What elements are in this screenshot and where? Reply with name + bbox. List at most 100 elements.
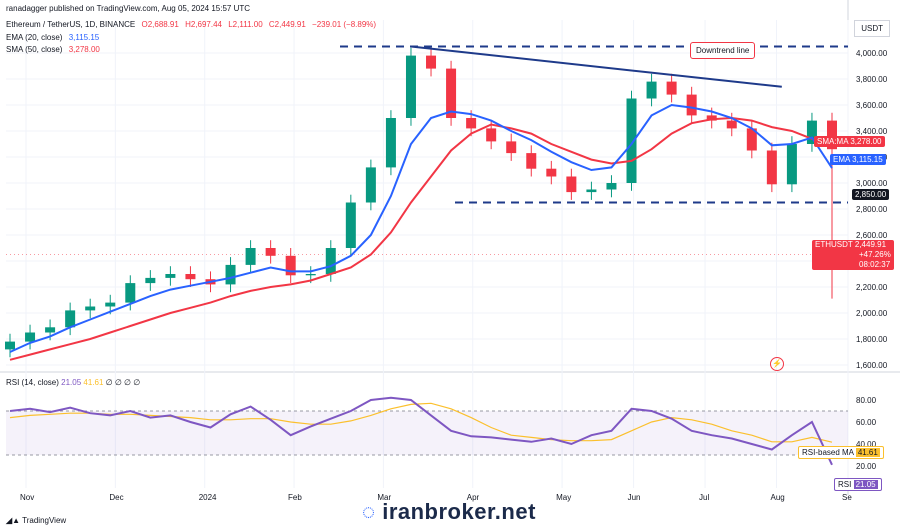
lightning-icon[interactable]: ⚡ bbox=[770, 357, 784, 371]
time-tick-label: Jul bbox=[699, 493, 709, 502]
low-value: L2,111.00 bbox=[228, 20, 263, 29]
rsi-line bbox=[9, 396, 833, 466]
candle bbox=[385, 118, 396, 168]
rsi-tick-label: 20.00 bbox=[856, 462, 877, 471]
rsi-ma-tag-value: 41.61 bbox=[855, 448, 880, 457]
candle bbox=[145, 277, 156, 284]
candle bbox=[85, 306, 96, 311]
candle bbox=[405, 55, 416, 118]
price-tick-label: 2,000.00 bbox=[856, 309, 888, 318]
rsi-tick-label: 40.00 bbox=[856, 440, 877, 449]
candle bbox=[646, 81, 657, 99]
candle bbox=[265, 248, 276, 256]
downtrend-annotation: Downtrend line bbox=[690, 42, 756, 59]
sma-legend[interactable]: SMA (50, close) 3,278.00 bbox=[6, 45, 104, 55]
tradingview-brand-text: TradingView bbox=[22, 516, 67, 525]
candle bbox=[666, 81, 677, 95]
sma-tag-label: SMA:MA bbox=[817, 137, 849, 146]
time-tick-label: Feb bbox=[288, 493, 302, 502]
currency-button[interactable]: USDT bbox=[854, 20, 890, 37]
time-tick-label: Nov bbox=[20, 493, 34, 502]
publisher-line: ranadagger published on TradingView.com,… bbox=[6, 4, 254, 14]
last-price-tag: ETHUSDT 2,449.91 +47.26% 08:02:37 bbox=[812, 240, 894, 270]
time-tick-label: Dec bbox=[109, 493, 123, 502]
support-price-tag: 2,850.00 bbox=[852, 189, 890, 200]
rsi-legend-label: RSI (14, close) bbox=[6, 378, 59, 387]
last-tag-timer: 08:02:37 bbox=[859, 260, 891, 269]
rsi-tag: RSI 21.05 bbox=[834, 478, 882, 491]
candle bbox=[45, 327, 56, 333]
publisher-text: ranadagger published on TradingView.com,… bbox=[6, 4, 251, 13]
rsi-tick-label: 60.00 bbox=[856, 418, 877, 427]
candle bbox=[827, 120, 837, 150]
candle bbox=[546, 168, 557, 177]
tradingview-brand[interactable]: ◢▲ TradingView bbox=[6, 516, 66, 525]
time-tick-label: Se bbox=[842, 493, 852, 502]
ema-legend-value: 3,115.15 bbox=[68, 33, 100, 42]
sma-tag-value: 3,278.00 bbox=[850, 137, 882, 146]
candle bbox=[586, 189, 597, 193]
candle bbox=[225, 264, 236, 285]
time-tick-label: Aug bbox=[771, 493, 785, 502]
candle bbox=[606, 183, 617, 190]
rsi-tag-value: 21.05 bbox=[853, 480, 878, 489]
candle bbox=[786, 144, 797, 185]
horizontal-levels bbox=[6, 45, 848, 255]
sma-legend-value: 3,278.00 bbox=[68, 45, 100, 54]
time-axis: Nov Dec 2024 Feb Mar Apr May Jun Jul Aug Se bbox=[20, 493, 852, 502]
candle bbox=[526, 153, 537, 169]
rsi-legend[interactable]: RSI (14, close) 21.05 41.61 ∅ ∅ ∅ ∅ bbox=[6, 378, 140, 387]
last-tag-pct: +47.26% bbox=[859, 250, 891, 259]
ema-legend-label: EMA (20, close) bbox=[6, 33, 63, 42]
watermark: ◌ iranbroker.net bbox=[362, 499, 536, 525]
candle bbox=[466, 118, 477, 129]
candle bbox=[446, 68, 457, 118]
symbol-title: Ethereum / TetherUS, 1D, BINANCE bbox=[6, 20, 136, 29]
tradingview-logo-icon: ◢▲ bbox=[6, 516, 21, 525]
price-tick-label: 2,600.00 bbox=[856, 231, 888, 240]
sma-price-tag: SMA:MA 3,278.00 bbox=[814, 136, 885, 147]
time-tick-label: Jun bbox=[628, 493, 641, 502]
ema-tag-value: 3,115.15 bbox=[852, 155, 883, 164]
time-tick-label: Mar bbox=[377, 493, 391, 502]
rsi-band-fill bbox=[6, 411, 848, 455]
ohlc-line: Ethereum / TetherUS, 1D, BINANCE O2,688.… bbox=[6, 20, 380, 30]
ema-price-tag: EMA 3,115.15 bbox=[830, 154, 886, 165]
price-tick-label: 3,000.00 bbox=[856, 179, 888, 188]
candle bbox=[486, 128, 497, 142]
candle bbox=[806, 120, 817, 144]
close-value: C2,449.91 bbox=[268, 20, 306, 29]
sma-legend-label: SMA (50, close) bbox=[6, 45, 63, 54]
candle bbox=[706, 115, 717, 121]
rsi-axis: 80.00 60.00 40.00 20.00 bbox=[856, 396, 877, 471]
downtrend-line bbox=[410, 45, 782, 88]
candle bbox=[506, 141, 517, 154]
candle bbox=[365, 167, 376, 203]
rsi-tick-label: 80.00 bbox=[856, 396, 877, 405]
price-axis: 4,000.003,800.003,600.003,400.003,200.00… bbox=[856, 49, 888, 370]
candle bbox=[105, 302, 116, 307]
ema-line bbox=[9, 103, 833, 353]
price-tick-label: 2,200.00 bbox=[856, 283, 888, 292]
candle bbox=[65, 310, 76, 328]
price-tick-label: 3,600.00 bbox=[856, 101, 888, 110]
candle bbox=[325, 248, 336, 274]
price-tick-label: 2,800.00 bbox=[856, 205, 888, 214]
candle bbox=[5, 341, 15, 350]
rsi-legend-value: 21.05 bbox=[61, 378, 82, 387]
candle bbox=[125, 283, 136, 303]
candle bbox=[245, 248, 256, 265]
watermark-logo-icon: ◌ bbox=[362, 499, 376, 524]
candle bbox=[626, 98, 637, 183]
rsi-band bbox=[6, 410, 848, 456]
ema-legend[interactable]: EMA (20, close) 3,115.15 bbox=[6, 33, 103, 43]
ema-tag-label: EMA bbox=[833, 155, 850, 164]
candle bbox=[345, 202, 356, 248]
price-tick-label: 3,800.00 bbox=[856, 75, 888, 84]
rsi-ma-tag: RSI-based MA 41.61 bbox=[798, 446, 884, 459]
rsi-ma-legend-value: 41.61 bbox=[83, 378, 104, 387]
rsi-legend-rest: ∅ ∅ ∅ ∅ bbox=[105, 378, 141, 387]
candle bbox=[566, 176, 577, 193]
last-tag-label: ETHUSDT bbox=[815, 240, 853, 249]
candle bbox=[726, 120, 737, 129]
